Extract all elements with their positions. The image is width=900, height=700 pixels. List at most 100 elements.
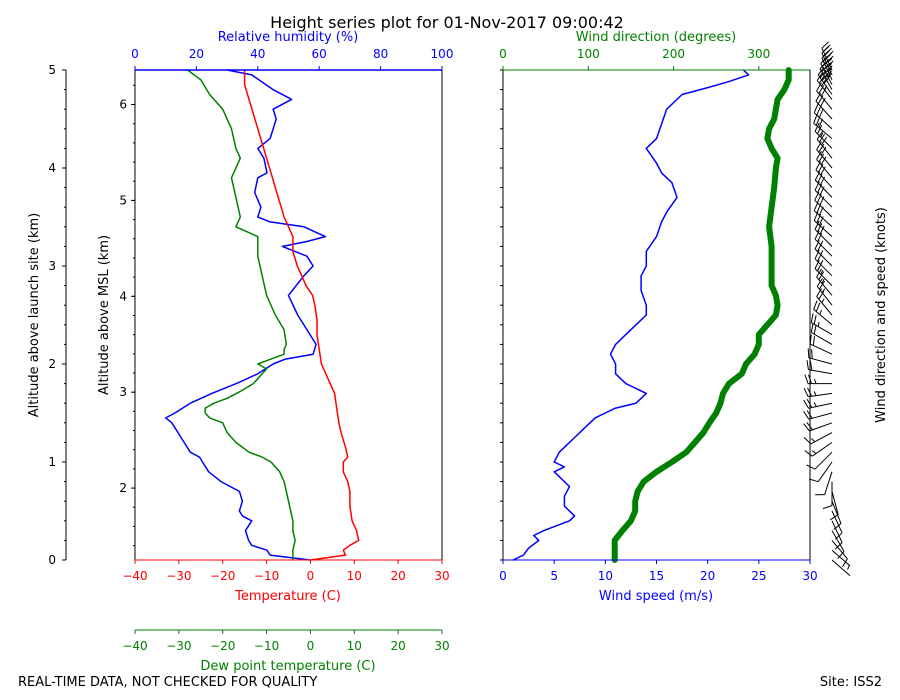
- wind-barb-feather: [807, 348, 810, 358]
- wind-direction-tick-label: 300: [747, 47, 770, 61]
- dewpoint-tick-label: 20: [391, 639, 406, 653]
- rh-tick-label: 0: [131, 47, 139, 61]
- wind-barb-feather: [822, 44, 831, 52]
- axes-layer: 0 1 2 3 4 5 2 3 4 5 6 −40 −30 −20 −10 0 10 20 30 −40 −30 −20 −…: [48, 47, 817, 653]
- wind-barb: [803, 387, 833, 398]
- wind-barb-shaft: [814, 451, 833, 470]
- rh-series-line: [164, 69, 327, 561]
- wind-barb-shaft: [814, 258, 833, 277]
- wind-barb-shaft: [816, 80, 833, 100]
- wind-barb-shaft: [816, 159, 833, 179]
- dewpoint-axis-label: Dew point temperature (C): [200, 659, 375, 674]
- dewpoint-series-line: [186, 69, 296, 561]
- dewpoint-tick-label: 0: [307, 639, 315, 653]
- wind-barb-feather: [825, 55, 834, 64]
- wind-barb: [831, 501, 842, 530]
- temperature-series-line: [243, 69, 360, 561]
- wind-barb: [803, 422, 833, 432]
- wind-barb-feather: [814, 250, 820, 260]
- wind-speed-tick-label: 30: [802, 569, 817, 583]
- wind-barb: [831, 540, 848, 568]
- wind-barb-feather: [837, 551, 845, 559]
- temperature-axis-label: Temperature (C): [234, 589, 341, 604]
- rh-tick-label: 20: [189, 47, 204, 61]
- inner-y-tick-label: 6: [119, 98, 127, 112]
- dewpoint-tick-label: −40: [122, 639, 147, 653]
- rh-tick-label: 40: [250, 47, 265, 61]
- wind-barb-shaft: [831, 540, 848, 560]
- wind-barb-shaft: [810, 322, 833, 336]
- wind-speed-series-line: [512, 69, 750, 561]
- wind-barb-feather: [816, 151, 822, 160]
- wind-barb-feather: [808, 478, 819, 483]
- wind-barb-feather: [806, 410, 813, 419]
- wind-barb-feather: [816, 141, 822, 150]
- wind-barb-shaft: [808, 392, 833, 398]
- wind-barb: [831, 510, 843, 540]
- outer-y-tick-label: 2: [48, 357, 56, 371]
- wind-barb-shaft: [816, 149, 833, 169]
- site-label: Site: ISS2: [820, 675, 882, 690]
- wind-barb-shaft: [813, 210, 833, 228]
- wind-barb-half-feather: [814, 378, 817, 384]
- wind-barb-feather: [816, 82, 822, 92]
- dewpoint-tick-label: −30: [166, 639, 191, 653]
- rh-tick-label: 100: [431, 47, 454, 61]
- wind-barb-axis-label: Wind direction and speed (knots): [874, 207, 889, 423]
- rh-axis-label: Relative humidity (%): [218, 30, 359, 45]
- wind-barb-shaft: [816, 296, 833, 316]
- wind-barb-feather: [818, 153, 825, 163]
- wind-barb: [822, 481, 833, 510]
- temperature-tick-label: 20: [391, 569, 406, 583]
- wind-barb-feather: [814, 122, 820, 132]
- wind-barb-half-feather: [821, 278, 825, 284]
- wind-barb: [816, 82, 833, 110]
- wind-barb-half-feather: [820, 260, 824, 265]
- wind-barb-feather: [813, 324, 817, 335]
- wind-barb-half-feather: [819, 309, 822, 315]
- wind-barb-feather: [816, 288, 822, 297]
- wind-barb-shaft: [808, 369, 833, 375]
- inner-y-tick-label: 5: [119, 193, 127, 207]
- wind-barb-feather: [804, 374, 809, 384]
- wind-barb: [803, 432, 833, 445]
- wind-barb-half-feather: [813, 391, 817, 396]
- wind-barb-feather: [803, 399, 809, 409]
- wind-barb-feather: [817, 125, 823, 135]
- wind-barb-feather: [804, 450, 813, 457]
- wind-barb-feather: [813, 114, 818, 124]
- temperature-tick-label: −30: [166, 569, 191, 583]
- wind-barb-shaft: [821, 47, 833, 71]
- wind-barb-feather: [807, 387, 813, 397]
- outer-y-tick-label: 0: [48, 553, 56, 567]
- wind-barb-shaft: [816, 276, 833, 296]
- wind-barb-shaft: [831, 559, 851, 577]
- wind-barb-feather: [820, 87, 827, 97]
- wind-barb-half-feather: [820, 250, 824, 255]
- wind-barb-feather: [822, 505, 833, 510]
- wind-barb-shaft: [813, 309, 833, 326]
- temperature-tick-label: 0: [307, 569, 315, 583]
- wind-barb-feather: [842, 558, 848, 568]
- wind-direction-tick-label: 0: [499, 47, 507, 61]
- wind-barb-shaft: [819, 68, 833, 90]
- wind-barb-feather: [817, 223, 823, 233]
- wind-barb-feather: [818, 271, 825, 280]
- dewpoint-tick-label: 30: [434, 639, 449, 653]
- wind-speed-tick-label: 5: [550, 569, 558, 583]
- wind-barb: [814, 220, 833, 247]
- wind-barb: [803, 399, 833, 409]
- outer-y-tick-label: 3: [48, 259, 56, 273]
- wind-barb-shaft: [821, 57, 833, 81]
- wind-barb-feather: [825, 50, 834, 59]
- wind-barb: [804, 441, 833, 457]
- wind-barb-half-feather: [820, 240, 824, 246]
- wind-barb-feather: [813, 314, 817, 325]
- wind-barb-feather: [818, 290, 825, 300]
- wind-barb: [831, 530, 845, 559]
- wind-barb-feather: [816, 278, 823, 287]
- wind-barb-shaft: [808, 412, 833, 420]
- thermo-series-layer: [164, 69, 360, 561]
- wind-barb-feather: [818, 143, 825, 153]
- wind-barb: [806, 451, 833, 470]
